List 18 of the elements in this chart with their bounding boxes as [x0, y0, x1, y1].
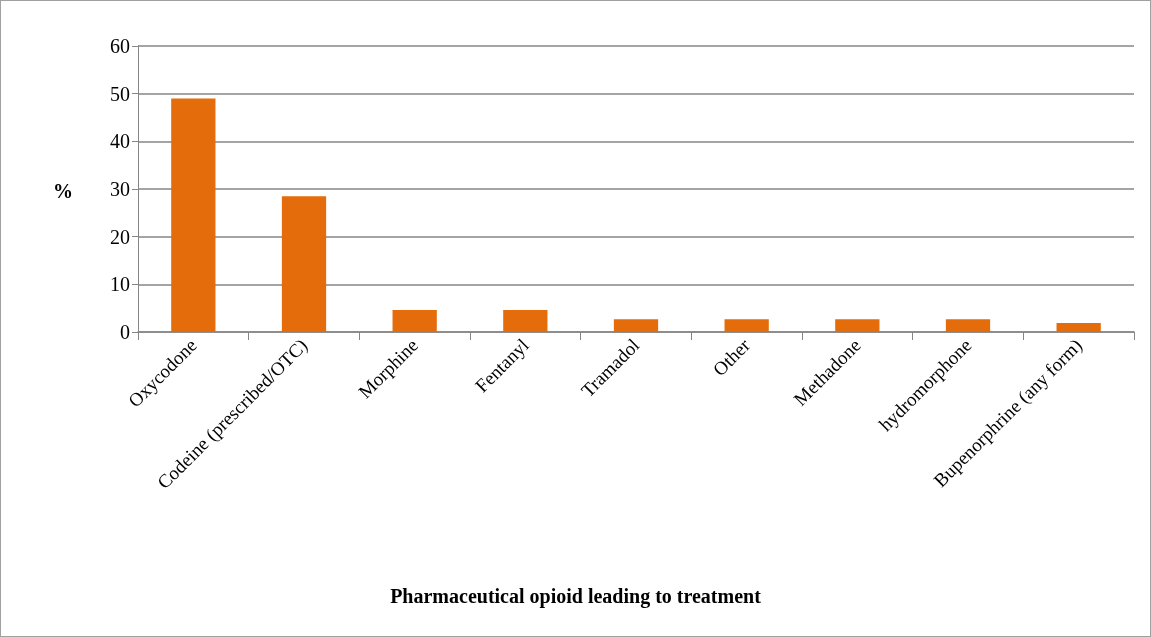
y-tick-label: 40 — [110, 130, 130, 153]
y-tick-label: 30 — [110, 178, 130, 200]
bar — [1056, 322, 1101, 332]
bar — [171, 98, 216, 332]
y-axis-title: % — [53, 180, 73, 202]
bar — [613, 319, 659, 332]
bar — [281, 196, 327, 332]
x-axis-title: Pharmaceutical opioid leading to treatment — [390, 585, 762, 608]
bar — [503, 310, 548, 332]
y-tick-label: 0 — [120, 321, 130, 343]
y-tick-label: 20 — [110, 225, 130, 248]
y-tick-label: 60 — [110, 35, 130, 57]
y-tick-label: 10 — [110, 273, 130, 296]
bar — [724, 319, 769, 332]
bar — [835, 319, 880, 332]
bar — [945, 319, 991, 332]
y-tick-label: 50 — [110, 82, 130, 105]
bar — [392, 310, 437, 332]
